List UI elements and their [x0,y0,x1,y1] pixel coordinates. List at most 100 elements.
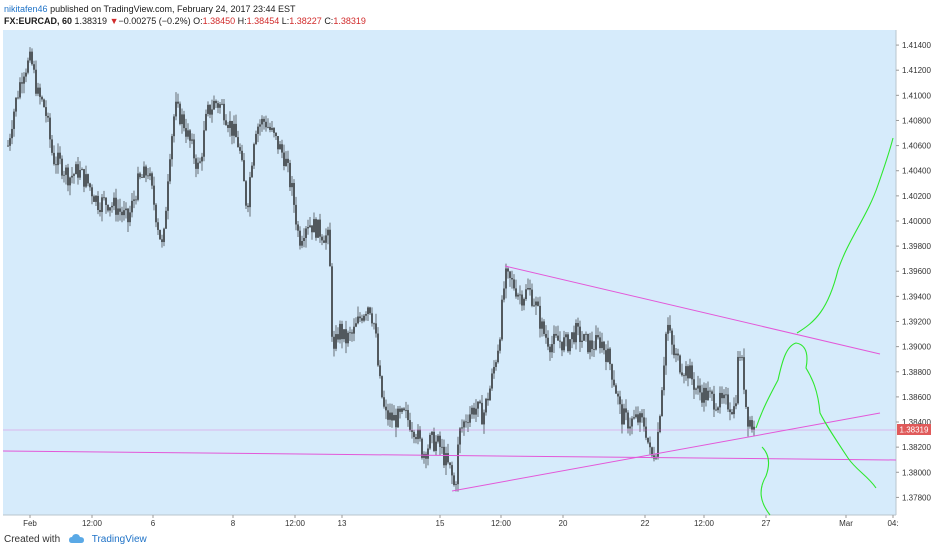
candle-body [595,335,597,350]
candle-body [751,420,753,430]
candle-body [555,333,557,336]
candle-body [697,385,699,389]
candle-body [583,334,585,341]
candle-body [505,268,507,289]
candle-body [683,375,685,377]
candle-body [109,207,111,211]
y-tick-label: 1.40600 [902,142,931,151]
candle-body [167,181,169,211]
candle-body [77,164,79,178]
candle-body [287,158,289,163]
candle-body [483,412,485,425]
candle-body [639,413,641,423]
candle-body [339,323,341,340]
projection-breakdown [760,446,771,516]
candle-body [393,414,395,421]
candle-body [383,397,385,407]
candle-body [501,299,503,340]
candle-body [295,204,297,225]
candle-body [537,301,539,306]
candle-body [453,475,455,486]
price-axis: 1.41400 1.41200 1.41000 1.40800 1.40600 1.404… [896,41,931,502]
tradingview-cloud-icon [68,534,84,543]
candle-body [255,133,257,145]
candle-body [321,236,323,241]
candle-body [105,197,107,205]
x-tick-label: 15 [436,519,445,528]
candle-body [515,288,517,297]
tradingview-brand[interactable]: TradingView [91,534,147,545]
candle-body [385,406,387,411]
y-tick-label: 1.39000 [902,343,931,352]
candle-body [249,177,251,208]
candle-body [429,434,431,449]
author-link[interactable]: nikitafen46 [4,4,48,14]
candle-body [679,355,681,373]
candle-body [113,197,115,206]
candle-body [267,126,269,128]
candle-body [607,348,609,362]
candle-body [143,166,145,178]
candle-body [173,116,175,137]
candle-body [741,357,743,358]
candle-body [413,431,415,438]
candle-body [457,444,459,485]
candle-body [185,128,187,137]
candle-body [375,323,377,334]
candle-body [367,307,369,315]
down-arrow-icon: ▼ [109,16,119,26]
x-tick-label: 13 [338,519,347,528]
candle-body [507,268,509,272]
candle-body [201,156,203,162]
candle-body [615,385,617,394]
candle-body [179,103,181,125]
candle-body [157,222,159,230]
candle-body [27,60,29,73]
close-value: 1.38319 [333,16,366,26]
candle-body [9,138,11,146]
candle-body [403,408,405,411]
x-tick-label: Mar [839,519,853,528]
y-tick-label: 1.40200 [902,192,931,201]
candle-body [407,410,409,421]
candle-body [309,225,311,227]
candle-body [707,390,709,401]
candle-body [291,182,293,188]
upper-trendline [504,265,881,355]
candle-body [65,167,67,175]
x-tick-label: 12:00 [491,519,512,528]
y-tick-label: 1.41400 [902,41,931,50]
candlestick-series [7,47,755,492]
candle-body [131,200,133,213]
candle-body [283,152,285,166]
candle-body [335,334,337,349]
candle-body [647,437,649,443]
candle-body [617,393,619,397]
candle-body [731,412,733,415]
candle-body [103,197,105,199]
candle-body [177,101,179,104]
candle-body [279,144,281,150]
candle-body [303,238,305,241]
candle-body [435,441,437,451]
candle-body [271,128,273,130]
candle-body [359,316,361,319]
candle-body [727,394,729,410]
candle-body [715,409,717,411]
candle-body [187,130,189,137]
candle-body [51,139,53,153]
candle-body [673,344,675,356]
candle-body [81,169,83,171]
candle-body [587,333,589,353]
x-tick-label: 6 [151,519,156,528]
candle-body [119,208,121,212]
candle-body [641,413,643,418]
candle-body [481,402,483,425]
candle-body [235,123,237,138]
candle-body [419,429,421,439]
y-tick-label: 1.41200 [902,66,931,75]
candle-body [45,107,47,116]
candle-body [387,410,389,420]
y-tick-label: 1.39600 [902,267,931,276]
